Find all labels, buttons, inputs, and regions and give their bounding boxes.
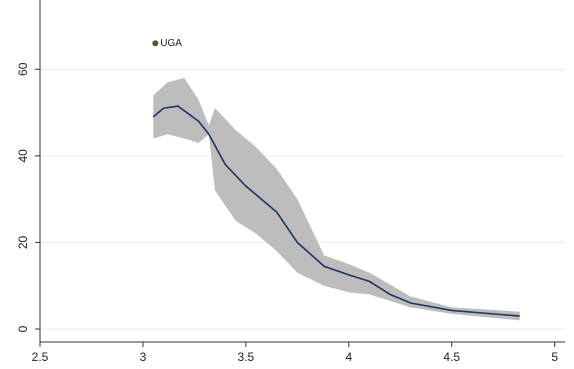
x-tick-label: 3.5	[238, 350, 255, 364]
confidence-band	[153, 77, 520, 321]
x-tick-label: 3	[140, 350, 147, 364]
point-label: UGA	[160, 38, 182, 49]
point	[152, 40, 159, 47]
x-tick-label: 5	[551, 350, 558, 364]
x-tick-label: 4.5	[443, 350, 460, 364]
x-tick-label: 2.5	[32, 350, 49, 364]
series-line	[152, 105, 520, 317]
y-tick-label: 40	[16, 149, 30, 163]
y-tick-label: 20	[16, 235, 30, 249]
x-tick-label: 4	[345, 350, 352, 364]
y-tick-label: 60	[16, 62, 30, 76]
y-tick-label: 0	[16, 325, 30, 332]
